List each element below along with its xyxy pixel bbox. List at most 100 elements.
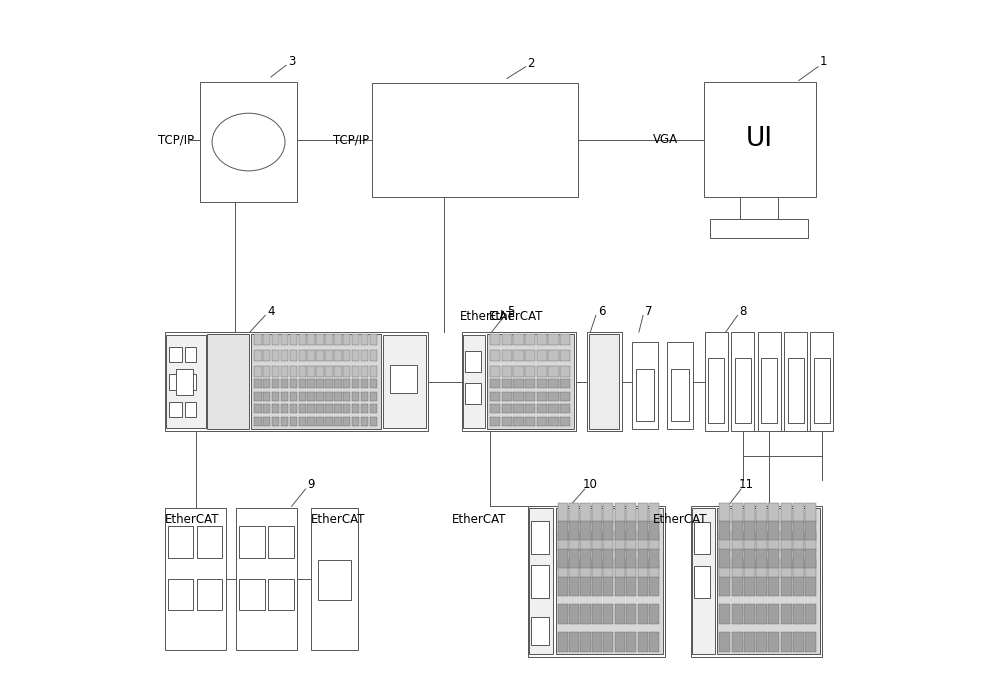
Bar <box>352 392 359 401</box>
Bar <box>756 548 767 568</box>
Bar <box>805 521 816 540</box>
Bar <box>732 559 743 578</box>
Bar <box>465 383 481 404</box>
Bar <box>383 335 426 428</box>
Bar <box>487 334 574 429</box>
Bar <box>169 402 182 418</box>
Text: 11: 11 <box>739 478 754 491</box>
Bar <box>316 392 324 401</box>
Bar <box>513 379 524 388</box>
Bar <box>638 521 648 540</box>
Bar <box>626 548 636 568</box>
Bar <box>185 347 196 362</box>
Bar <box>793 531 804 551</box>
Text: EtherCAT: EtherCAT <box>311 513 366 526</box>
Bar <box>281 379 288 388</box>
Bar <box>603 559 613 578</box>
Bar <box>603 604 613 624</box>
Bar <box>768 521 779 540</box>
Bar <box>281 334 288 345</box>
Bar <box>197 526 222 557</box>
Bar <box>592 604 602 624</box>
Bar <box>761 358 777 423</box>
Bar <box>318 560 351 601</box>
Bar <box>525 417 535 426</box>
Bar <box>299 404 306 413</box>
Bar <box>694 566 710 598</box>
Bar <box>370 379 377 388</box>
Bar <box>325 404 333 413</box>
Bar <box>334 392 342 401</box>
Bar <box>343 404 350 413</box>
Bar <box>560 417 570 426</box>
Bar <box>502 350 512 361</box>
Bar <box>560 366 570 377</box>
Bar <box>756 521 767 540</box>
Bar <box>805 632 816 651</box>
Bar <box>502 417 512 426</box>
Bar <box>805 503 816 523</box>
Bar <box>781 503 792 523</box>
Bar <box>254 350 262 361</box>
Bar <box>615 559 625 578</box>
Text: 10: 10 <box>583 478 598 491</box>
Bar <box>370 404 377 413</box>
Bar <box>592 632 602 651</box>
Bar <box>334 379 342 388</box>
Bar <box>768 503 779 523</box>
Bar <box>626 531 636 551</box>
Bar <box>462 332 576 432</box>
Bar <box>176 369 193 395</box>
Bar <box>537 334 547 345</box>
Bar <box>525 334 535 345</box>
Bar <box>299 366 306 377</box>
Bar <box>513 350 524 361</box>
Bar <box>558 531 568 551</box>
Bar <box>490 417 500 426</box>
Bar <box>502 392 512 401</box>
Bar <box>361 350 368 361</box>
Bar <box>185 402 196 418</box>
Bar <box>558 576 568 596</box>
Bar <box>592 531 602 551</box>
Bar <box>638 604 648 624</box>
Bar <box>744 548 755 568</box>
Bar <box>325 366 333 377</box>
Bar <box>254 392 262 401</box>
Bar <box>513 404 524 413</box>
Bar <box>719 632 730 651</box>
Bar <box>626 604 636 624</box>
Bar <box>636 369 654 421</box>
Bar <box>732 604 743 624</box>
Bar <box>781 548 792 568</box>
Bar <box>548 350 559 361</box>
Bar <box>717 509 820 654</box>
Bar <box>732 531 743 551</box>
Bar <box>580 531 591 551</box>
Bar <box>768 576 779 596</box>
Bar <box>463 335 485 428</box>
Bar <box>732 576 743 596</box>
Bar <box>580 548 591 568</box>
Bar <box>744 632 755 651</box>
Bar <box>626 576 636 596</box>
Bar <box>316 404 324 413</box>
Bar <box>603 503 613 523</box>
Text: 1: 1 <box>820 55 827 68</box>
Bar <box>343 334 350 345</box>
Bar <box>560 404 570 413</box>
Bar <box>307 366 315 377</box>
Bar <box>732 503 743 523</box>
Bar <box>290 404 297 413</box>
Bar <box>731 332 754 432</box>
Bar <box>185 374 196 390</box>
Bar <box>793 521 804 540</box>
Bar <box>370 350 377 361</box>
Bar <box>793 576 804 596</box>
Bar <box>537 366 547 377</box>
Bar <box>649 604 659 624</box>
Bar <box>281 366 288 377</box>
Bar <box>307 392 315 401</box>
Bar <box>290 379 297 388</box>
Text: TCP/IP: TCP/IP <box>333 133 369 146</box>
